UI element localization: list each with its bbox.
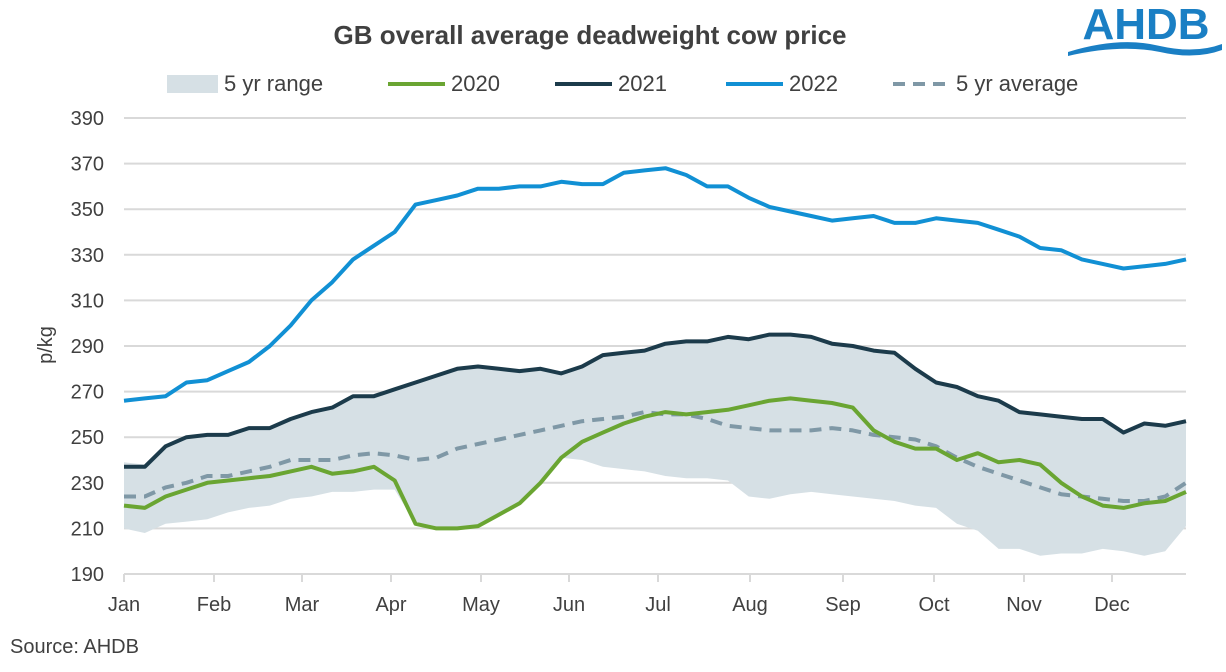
plot-area [123, 166, 1188, 556]
logo-text: AHDB [1082, 0, 1209, 49]
legend-label: 5 yr range [224, 71, 323, 96]
x-tick-label: Mar [285, 594, 320, 616]
x-tick-label: Feb [197, 594, 231, 616]
legend-item: 5 yr average [893, 71, 1078, 96]
x-tick-label: Sep [825, 594, 861, 616]
series-line-2021 [124, 332, 1187, 469]
x-tick-label: Jul [645, 594, 671, 616]
legend: 5 yr range 2020 2021 2022 5 yr average [167, 71, 1078, 96]
y-tick-label: 270 [71, 382, 104, 404]
y-tick-label: 350 [71, 199, 104, 221]
chart-title: GB overall average deadweight cow price [334, 20, 847, 50]
legend-item: 5 yr range [167, 71, 323, 96]
range-band-5-yr [124, 334, 1186, 556]
y-tick-label: 330 [71, 245, 104, 267]
x-tick-label: May [462, 594, 500, 616]
y-axis-label: p/kg [35, 326, 57, 364]
logo-wave [1068, 42, 1222, 56]
y-tick-label: 370 [71, 154, 104, 176]
ahdb-logo: AHDB [1068, 0, 1222, 56]
y-tick-label: 250 [71, 427, 104, 449]
y-tick-label: 210 [71, 518, 104, 540]
legend-label: 5 yr average [956, 71, 1078, 96]
legend-label: 2020 [451, 71, 500, 96]
x-tick-label: Dec [1094, 594, 1130, 616]
x-axis: Jan Feb Mar Apr May Jun Jul Aug Sep Oct Nov Dec [108, 573, 1186, 616]
y-tick-label: 390 [71, 108, 104, 130]
y-tick-label: 310 [71, 290, 104, 312]
y-tick-label: 230 [71, 473, 104, 495]
legend-label: 2022 [789, 71, 838, 96]
y-tick-label: 290 [71, 336, 104, 358]
y-tick-label: 190 [71, 564, 104, 586]
x-tick-label: Oct [918, 594, 950, 616]
legend-item: 2022 [726, 71, 838, 96]
y-axis-ticks: 190 210 230 250 270 290 310 330 350 370 390 [71, 108, 104, 586]
series-line-2022 [123, 166, 1187, 403]
x-tick-label: Jun [553, 594, 585, 616]
x-tick-label: Jan [108, 594, 140, 616]
legend-item: 2021 [555, 71, 667, 96]
legend-item: 2020 [388, 71, 500, 96]
x-tick-label: Nov [1006, 594, 1042, 616]
source-note: Source: AHDB [10, 636, 139, 658]
gridlines [124, 117, 1186, 530]
x-tick-label: Aug [732, 594, 768, 616]
series-line-2020 [123, 396, 1187, 531]
legend-label: 2021 [618, 71, 667, 96]
x-tick-label: Apr [375, 594, 406, 616]
legend-swatch [167, 75, 218, 93]
